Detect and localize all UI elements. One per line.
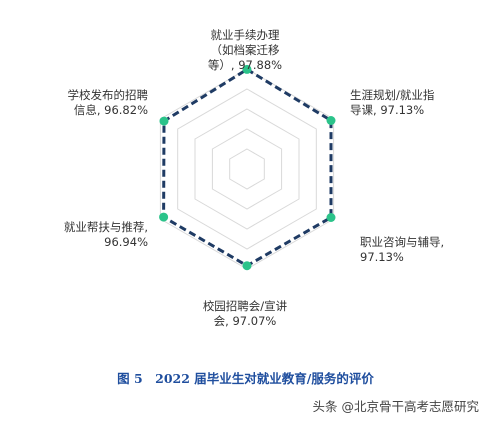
data-point-0: [242, 64, 252, 74]
grid-ring: [159, 68, 335, 270]
data-point-4: [159, 212, 169, 222]
grid-ring: [194, 108, 300, 230]
grid-ring: [211, 128, 283, 210]
data-point-3: [242, 261, 252, 271]
data-point-1: [326, 116, 336, 125]
axis-label-campus-recruitment: 校园招聘会/宣讲 会, 97.07%: [202, 299, 288, 328]
watermark: 头条 @北京骨干高考志愿研究: [312, 399, 479, 414]
radar-markers: [159, 64, 336, 271]
axis-label-employment-assistance: 就业帮扶与推荐, 96.94%: [63, 220, 148, 249]
radar-series: [162, 67, 333, 268]
axis-label-career-planning: 生涯规划/就业指 导课, 97.13%: [350, 88, 435, 117]
grid-ring: [177, 88, 317, 250]
axis-label-recruitment-info: 学校发布的招聘 信息, 96.82%: [67, 88, 149, 117]
radar-grid: [159, 68, 335, 270]
data-point-5: [159, 116, 169, 126]
series-line: [162, 67, 333, 268]
data-point-2: [326, 213, 336, 222]
axis-label-career-counseling: 职业咨询与辅导, 97.13%: [360, 235, 445, 264]
axis-label-procedures: 就业手续办理 （如档案迁移 等）, 97.88%: [207, 28, 283, 72]
grid-ring: [229, 148, 265, 190]
figure-caption: 图 5 2022 届毕业生对就业教育/服务的评价: [117, 371, 374, 386]
